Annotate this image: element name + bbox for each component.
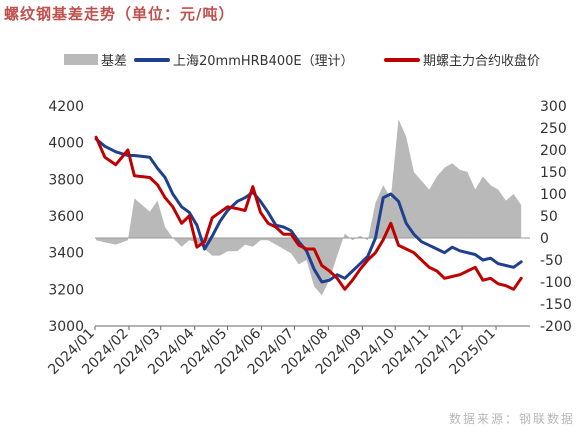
y-left-tick-label: 3600	[48, 209, 84, 225]
y-left-tick-label: 3000	[48, 319, 84, 335]
y-left-tick-label: 3800	[48, 172, 84, 188]
y-left-tick-label: 3400	[48, 246, 84, 262]
legend-item-futures: 期螺主力合约收盘价	[384, 50, 540, 69]
y-right-tick-label: 150	[540, 165, 567, 181]
y-left-tick-label: 3200	[48, 282, 84, 298]
legend-label-spot: 上海20mmHRB400E（理计）	[173, 54, 354, 69]
data-source-watermark: 数据来源：钢联数据	[448, 412, 575, 426]
y-right-tick-label: -200	[540, 319, 572, 335]
y-right-tick-label: -100	[540, 275, 572, 291]
y-right-tick-label: 300	[540, 99, 567, 115]
y-left-tick-label: 4000	[48, 136, 84, 152]
y-right-tick-label: 200	[540, 143, 567, 159]
y-right-tick-label: -150	[540, 297, 572, 313]
y-right-tick-label: 0	[540, 231, 549, 247]
y-right-tick-label: 100	[540, 187, 567, 203]
legend: 基差 上海20mmHRB400E（理计） 期螺主力合约收盘价	[0, 50, 585, 70]
y-right-tick-label: 50	[540, 209, 558, 225]
spot-price-line	[94, 137, 523, 284]
futures-price-line	[94, 135, 523, 291]
legend-label-basis: 基差	[101, 54, 128, 69]
y-left-tick-label: 4200	[48, 99, 84, 115]
legend-swatch-basis	[64, 54, 98, 65]
basis-area	[96, 119, 522, 296]
legend-label-futures: 期螺主力合约收盘价	[423, 54, 541, 69]
chart-title: 螺纹钢基差走势（单位：元/吨）	[4, 5, 235, 23]
legend-swatch-spot	[134, 57, 170, 62]
y-right-tick-label: -50	[540, 253, 563, 269]
y-right-tick-label: 250	[540, 121, 567, 137]
legend-item-basis: 基差	[64, 50, 127, 69]
legend-item-spot: 上海20mmHRB400E（理计）	[134, 50, 354, 69]
legend-swatch-futures	[384, 57, 420, 62]
